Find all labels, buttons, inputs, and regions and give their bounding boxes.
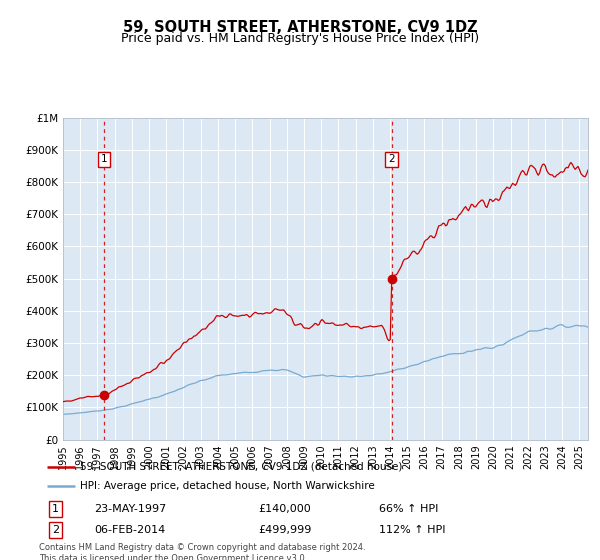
Text: 112% ↑ HPI: 112% ↑ HPI xyxy=(379,525,446,535)
Text: 59, SOUTH STREET, ATHERSTONE, CV9 1DZ: 59, SOUTH STREET, ATHERSTONE, CV9 1DZ xyxy=(122,20,478,35)
Text: 23-MAY-1997: 23-MAY-1997 xyxy=(94,504,166,514)
Text: £140,000: £140,000 xyxy=(259,504,311,514)
Text: Contains HM Land Registry data © Crown copyright and database right 2024.
This d: Contains HM Land Registry data © Crown c… xyxy=(39,543,365,560)
Text: 1: 1 xyxy=(101,155,107,165)
Text: 2: 2 xyxy=(388,155,395,165)
Text: 2: 2 xyxy=(52,525,59,535)
Text: HPI: Average price, detached house, North Warwickshire: HPI: Average price, detached house, Nort… xyxy=(80,480,375,491)
Text: 59, SOUTH STREET, ATHERSTONE, CV9 1DZ (detached house): 59, SOUTH STREET, ATHERSTONE, CV9 1DZ (d… xyxy=(80,461,403,472)
Text: £499,999: £499,999 xyxy=(259,525,312,535)
Text: Price paid vs. HM Land Registry's House Price Index (HPI): Price paid vs. HM Land Registry's House … xyxy=(121,32,479,45)
Text: 06-FEB-2014: 06-FEB-2014 xyxy=(94,525,165,535)
Text: 66% ↑ HPI: 66% ↑ HPI xyxy=(379,504,439,514)
Text: 1: 1 xyxy=(52,504,59,514)
